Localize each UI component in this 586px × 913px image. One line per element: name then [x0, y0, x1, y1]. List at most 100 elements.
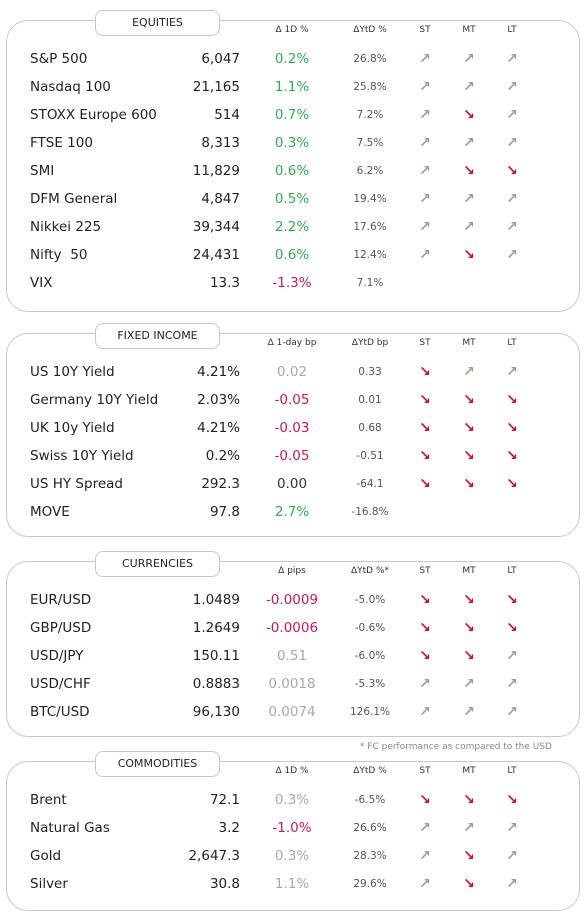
row-change: -0.0009: [265, 592, 319, 608]
row-name: US HY Spread: [30, 476, 123, 492]
trend-arrow: ↗: [506, 135, 518, 151]
trend-arrow: ↘: [506, 620, 518, 636]
trend-arrow: ↗: [506, 648, 518, 664]
row-change: -1.3%: [272, 275, 312, 291]
section-title: FIXED INCOME: [95, 323, 220, 349]
trend-arrow: ↘: [506, 476, 518, 492]
trend-arrow: ↗: [463, 820, 475, 836]
row-change: 0.51: [276, 648, 308, 664]
row-change: 0.3%: [274, 792, 310, 808]
row-change: -0.0006: [265, 620, 319, 636]
row-value: 11,829: [192, 163, 240, 179]
trend-arrow: ↗: [506, 848, 518, 864]
trend-arrow: ↘: [419, 364, 431, 380]
row-change: 0.0018: [268, 676, 316, 692]
row-ytd: 26.8%: [353, 53, 387, 65]
trend-arrow: ↗: [506, 364, 518, 380]
trend-arrow: ↘: [463, 648, 475, 664]
row-change: 2.7%: [274, 504, 310, 520]
trend-arrow: ↗: [419, 135, 431, 151]
trend-arrow: ↘: [419, 448, 431, 464]
column-header: Δ 1-day bp: [267, 338, 317, 348]
row-name: Nikkei 225: [30, 219, 102, 235]
column-header: Δ 1D %: [275, 766, 309, 776]
row-name: US 10Y Yield: [30, 364, 115, 380]
trend-arrow: ↘: [506, 448, 518, 464]
trend-arrow: ↘: [419, 648, 431, 664]
column-header: LT: [507, 25, 517, 35]
row-ytd: 0.68: [358, 422, 382, 434]
row-change: 0.5%: [274, 191, 310, 207]
trend-arrow: ↗: [506, 676, 518, 692]
trend-arrow: ↘: [463, 876, 475, 892]
trend-arrow: ↗: [463, 219, 475, 235]
row-value: 1.0489: [192, 592, 240, 608]
column-header: LT: [507, 566, 517, 576]
row-change: -0.05: [274, 448, 310, 464]
row-name: Swiss 10Y Yield: [30, 448, 134, 464]
trend-arrow: ↗: [506, 79, 518, 95]
row-change: 1.1%: [274, 876, 310, 892]
row-change: 1.1%: [274, 79, 310, 95]
row-ytd: -5.0%: [354, 594, 386, 606]
row-ytd: 28.3%: [353, 850, 387, 862]
row-name: GBP/USD: [30, 620, 92, 636]
trend-arrow: ↗: [463, 135, 475, 151]
row-change: 0.6%: [274, 163, 310, 179]
trend-arrow: ↘: [506, 592, 518, 608]
column-header: ST: [419, 25, 431, 35]
section-box: [6, 561, 580, 737]
row-name: EUR/USD: [30, 592, 92, 608]
row-name: S&P 500: [30, 51, 88, 67]
row-change: 0.3%: [274, 135, 310, 151]
trend-arrow: ↘: [463, 792, 475, 808]
footnote: * FC performance as compared to the USD: [359, 742, 552, 752]
trend-arrow: ↘: [463, 247, 475, 263]
trend-arrow: ↗: [506, 191, 518, 207]
column-header: MT: [462, 338, 476, 348]
trend-arrow: ↗: [506, 820, 518, 836]
row-name: USD/JPY: [30, 648, 84, 664]
row-ytd: -16.8%: [351, 506, 389, 518]
trend-arrow: ↘: [463, 392, 475, 408]
row-change: 0.3%: [274, 848, 310, 864]
column-header: LT: [507, 338, 517, 348]
row-ytd: 7.1%: [356, 277, 384, 289]
row-name: BTC/USD: [30, 704, 90, 720]
row-value: 1.2649: [192, 620, 240, 636]
row-name: FTSE 100: [30, 135, 93, 151]
row-ytd: 12.4%: [353, 249, 387, 261]
trend-arrow: ↘: [419, 420, 431, 436]
trend-arrow: ↗: [419, 51, 431, 67]
row-ytd: 0.01: [358, 394, 382, 406]
row-name: Silver: [30, 876, 68, 892]
trend-arrow: ↗: [419, 191, 431, 207]
row-ytd: -6.5%: [354, 794, 386, 806]
row-ytd: -6.0%: [354, 650, 386, 662]
row-ytd: -0.6%: [354, 622, 386, 634]
trend-arrow: ↗: [463, 704, 475, 720]
trend-arrow: ↗: [419, 848, 431, 864]
row-name: Germany 10Y Yield: [30, 392, 159, 408]
column-header: LT: [507, 766, 517, 776]
row-ytd: 7.5%: [356, 137, 384, 149]
trend-arrow: ↗: [506, 876, 518, 892]
section-title: EQUITIES: [95, 10, 220, 36]
trend-arrow: ↘: [463, 107, 475, 123]
row-name: USD/CHF: [30, 676, 91, 692]
trend-arrow: ↘: [419, 792, 431, 808]
trend-arrow: ↗: [463, 79, 475, 95]
trend-arrow: ↗: [506, 247, 518, 263]
row-change: 2.2%: [274, 219, 310, 235]
trend-arrow: ↘: [463, 592, 475, 608]
trend-arrow: ↘: [463, 620, 475, 636]
row-name: STOXX Europe 600: [30, 107, 157, 123]
trend-arrow: ↘: [419, 592, 431, 608]
row-value: 24,431: [192, 247, 240, 263]
row-value: 4.21%: [197, 420, 240, 436]
row-value: 292.3: [201, 476, 240, 492]
section-title: CURRENCIES: [95, 551, 220, 577]
section-box: [6, 761, 580, 911]
row-value: 6,047: [201, 51, 240, 67]
